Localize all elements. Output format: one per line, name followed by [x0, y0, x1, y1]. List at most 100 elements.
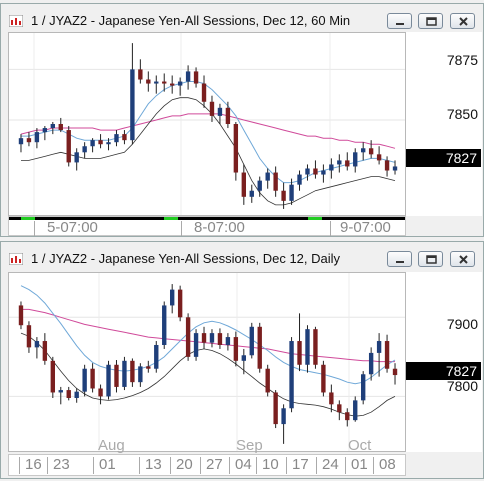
day-label: 20 — [176, 456, 193, 473]
day-separator — [19, 457, 20, 474]
ma-lower-line — [21, 97, 396, 206]
chart-icon — [8, 14, 24, 28]
price-plot-area[interactable] — [8, 272, 406, 452]
time-separator — [330, 221, 331, 236]
candle — [193, 329, 199, 361]
month-label: Aug — [98, 437, 125, 454]
candle — [98, 134, 103, 149]
restore-button[interactable] — [418, 13, 443, 29]
time-separator — [34, 221, 35, 236]
day-label: 10 — [262, 456, 279, 473]
restore-icon — [426, 17, 437, 26]
title-bar[interactable]: 1 / JYAZ2 - Japanese Yen-All Sessions, D… — [1, 4, 483, 34]
candle — [185, 313, 191, 361]
price-tick-label: 7900 — [446, 316, 478, 332]
day-label-row[interactable]: 16 23 01 13 20 27 04 10 17 24 01 08 — [8, 454, 406, 476]
candle — [225, 101, 231, 129]
candle — [249, 184, 254, 203]
ma-long-line — [20, 113, 396, 149]
candle — [26, 321, 32, 353]
time-label: 9-07:00 — [340, 219, 391, 236]
candle — [162, 301, 167, 349]
candle — [130, 358, 135, 387]
candle — [74, 148, 79, 171]
candle — [177, 285, 183, 322]
minimize-button[interactable] — [387, 251, 412, 267]
candle — [146, 71, 151, 92]
candle — [66, 386, 71, 401]
candle — [18, 301, 24, 330]
price-axis[interactable]: 7875 7850 — [406, 32, 482, 216]
close-button[interactable] — [450, 251, 475, 267]
price-tick-label: 7875 — [446, 52, 478, 68]
close-icon — [459, 255, 468, 264]
price-plot-area[interactable] — [8, 32, 406, 216]
candle — [321, 360, 326, 397]
candle — [42, 126, 48, 141]
minimize-button[interactable] — [387, 13, 412, 29]
day-label: 04 — [235, 456, 252, 473]
day-separator — [345, 457, 346, 474]
day-separator — [256, 457, 257, 474]
price-tick-label: 7800 — [446, 378, 478, 394]
ma-lower-line — [20, 332, 396, 417]
candle — [201, 326, 207, 349]
price-tick-label: 7850 — [446, 106, 478, 122]
candle — [289, 178, 294, 205]
candle — [82, 364, 87, 397]
day-label: 16 — [25, 456, 42, 473]
candle — [392, 160, 398, 175]
candle — [241, 164, 247, 205]
candle — [384, 334, 390, 373]
candle — [257, 322, 262, 373]
restore-button[interactable] — [418, 251, 443, 267]
day-label: 01 — [351, 456, 368, 473]
day-label: 23 — [53, 456, 70, 473]
candle — [185, 65, 191, 90]
candle — [50, 121, 56, 135]
candle — [209, 329, 215, 348]
candle — [313, 326, 318, 369]
candle — [321, 164, 326, 183]
candle — [34, 128, 40, 149]
candle — [265, 364, 270, 397]
chart-window-daily[interactable]: 1 / JYAZ2 - Japanese Yen-All Sessions, D… — [0, 241, 484, 479]
candle — [345, 408, 350, 427]
time-axis[interactable]: 5-07:00 8-07:00 9-07:00 — [8, 216, 406, 236]
candle — [217, 103, 223, 124]
title-bar[interactable]: 1 / JYAZ2 - Japanese Yen-All Sessions, D… — [1, 242, 483, 272]
candle — [249, 322, 254, 359]
candle — [177, 77, 183, 96]
candle — [138, 363, 143, 387]
day-separator — [229, 457, 230, 474]
candle — [225, 333, 231, 351]
candle — [50, 356, 56, 398]
candle — [114, 360, 119, 393]
day-separator — [200, 457, 201, 474]
candle — [345, 152, 350, 171]
candle — [193, 67, 199, 88]
candle — [368, 140, 374, 159]
time-axis[interactable]: Aug Sep Oct 16 23 01 13 20 27 04 10 17 24 01 08 — [8, 434, 406, 476]
chart-window-60min[interactable]: 1 / JYAZ2 - Japanese Yen-All Sessions, D… — [0, 3, 484, 237]
candle — [289, 337, 294, 413]
day-separator — [286, 457, 287, 474]
candle — [74, 388, 79, 403]
close-button[interactable] — [450, 13, 475, 29]
day-label: 17 — [292, 456, 309, 473]
candlestick-chart — [9, 33, 405, 215]
candle — [360, 142, 366, 161]
candle — [217, 328, 223, 349]
candle — [122, 130, 127, 145]
day-separator — [373, 457, 374, 474]
day-separator — [93, 457, 94, 474]
candle — [82, 142, 87, 159]
candle — [305, 325, 310, 373]
candle — [241, 348, 247, 375]
candle — [368, 347, 374, 381]
candle — [273, 390, 278, 429]
candle — [297, 170, 302, 191]
candle — [273, 166, 278, 197]
candle — [34, 337, 40, 359]
candle — [66, 126, 71, 167]
